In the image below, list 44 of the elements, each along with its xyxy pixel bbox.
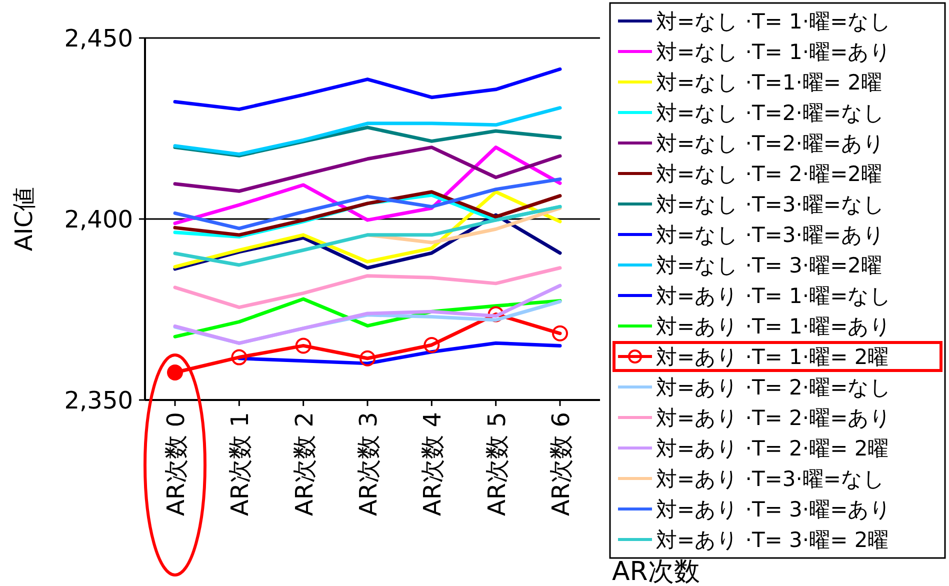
x-axis-title: AR次数 (612, 557, 700, 586)
x-tick-label: AR次数 5 (482, 412, 511, 516)
legend-label: 対=あり ·T= 2·曜=なし (656, 375, 892, 400)
legend-label: 対=あり ·T= 2·曜= 2曜 (656, 436, 889, 460)
line-series (173, 177, 562, 230)
legend-label: 対=あり ·T= 1·曜=なし (656, 284, 892, 308)
legend-label: 対=なし ·T=2·曜=なし (656, 100, 886, 125)
x-tick-label: AR次数 3 (354, 412, 382, 516)
point (231, 349, 248, 366)
y-tick-label: 2,450 (64, 24, 133, 52)
legend-label: 対=なし ·T=3·曜=あり (656, 222, 886, 247)
y-axis-title: AIC値 (10, 186, 38, 252)
point (424, 336, 440, 353)
legend-label: 対=あり ·T=3·曜=なし (656, 466, 886, 491)
y-tick-label: 2,400 (64, 205, 133, 234)
legend-label: 対=あり ·T= 2·曜=あり (656, 406, 892, 430)
line-series (173, 204, 562, 267)
x-tick-label: AR次数 0 (162, 412, 190, 516)
line-series (173, 67, 562, 112)
legend-label: 対=なし ·T= 1·曜=なし (656, 9, 892, 34)
point (488, 306, 504, 322)
legend-label: 対=なし ·T= 2·曜=2曜 (656, 162, 882, 186)
y-tick-label: 2,350 (64, 386, 133, 414)
x-tick-label: AR次数 4 (418, 412, 447, 516)
line-series (173, 266, 562, 310)
line-series (173, 106, 562, 156)
legend-label: 対=なし ·T=2·曜=あり (656, 131, 886, 156)
line-series (173, 284, 562, 345)
legend-label: 対=あり ·T= 3·曜=あり (656, 497, 892, 522)
legend-label: 対=なし ·T=1·曜= 2曜 (656, 70, 882, 94)
x-tick-label: AR次数 6 (547, 412, 575, 516)
point (295, 338, 312, 354)
point (360, 350, 376, 366)
x-tick-label: AR次数 2 (290, 412, 318, 516)
legend-label: 対=あり ·T= 1·曜= 2曜 (656, 344, 889, 369)
legend-label: 対=なし ·T= 3·曜=2曜 (656, 253, 882, 278)
legend-label: 対=なし ·T=3·曜=なし (656, 192, 886, 216)
line-series (366, 206, 562, 244)
legend-label: 対=なし ·T= 1·曜=あり (656, 40, 892, 64)
x-tick-label: AR次数 1 (226, 412, 254, 516)
legend-label: 対=あり ·T= 3·曜= 2曜 (656, 528, 889, 552)
line-series (173, 146, 562, 193)
legend-label: 対=あり ·T= 1·曜=あり (656, 314, 892, 338)
point (552, 325, 568, 342)
